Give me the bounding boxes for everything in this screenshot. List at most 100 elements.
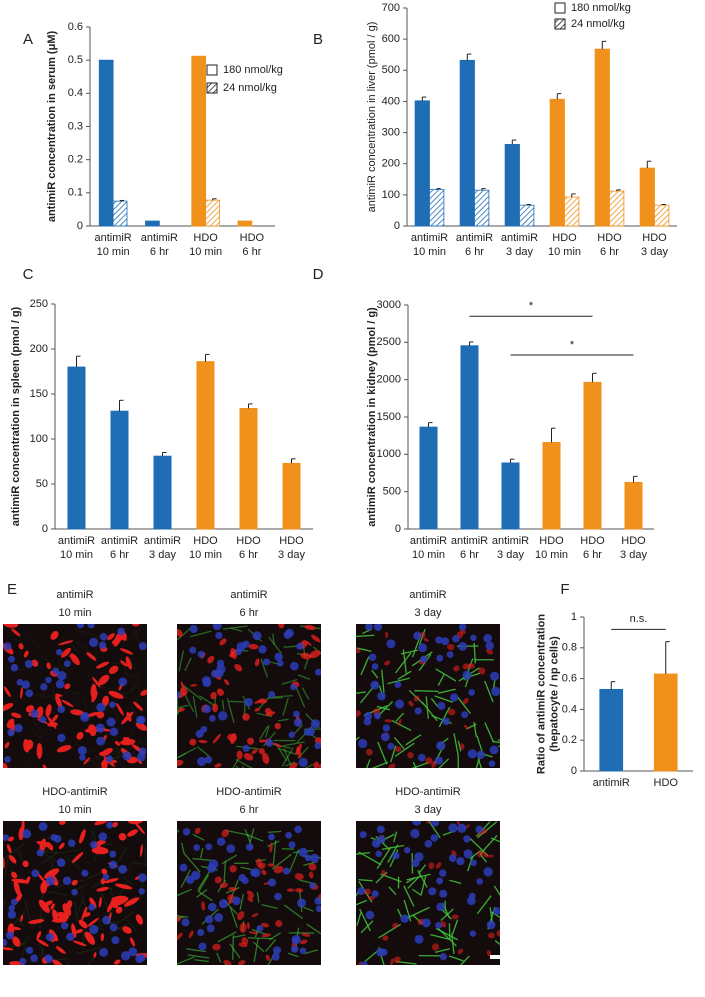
y-tick-label: 3000 (377, 299, 401, 311)
x-tick-label: 6 hr (465, 246, 484, 258)
panel-label: B (313, 31, 323, 48)
nucleus-stain (64, 660, 71, 667)
nucleus-stain (199, 942, 207, 950)
nucleus-stain (296, 643, 303, 650)
bar (240, 408, 257, 529)
nucleus-stain (61, 922, 68, 929)
nucleus-stain (469, 893, 476, 900)
nucleus-stain (357, 887, 365, 895)
y-tick-label: 600 (382, 33, 400, 45)
nucleus-stain (464, 849, 473, 858)
y-tick-label: 0 (571, 765, 577, 777)
nucleus-stain (431, 819, 439, 827)
y-axis-label: antimiR concentration in spleen (pmol / … (10, 306, 22, 526)
nucleus-stain (361, 961, 368, 968)
nucleus-stain (272, 953, 280, 961)
micrograph (346, 623, 518, 779)
membrane-stain (498, 740, 517, 747)
nucleus-stain (290, 662, 299, 671)
y-tick-label: 500 (382, 64, 400, 76)
nucleus-stain (4, 642, 12, 650)
nucleus-stain (208, 903, 217, 912)
nucleus-stain (297, 898, 306, 907)
x-tick-label: 10 min (97, 246, 130, 258)
legend-swatch (207, 65, 217, 75)
nucleus-stain (493, 907, 501, 915)
nucleus-stain (96, 737, 105, 746)
nucleus-stain (14, 724, 22, 732)
bar (595, 49, 609, 226)
y-tick-label: 0 (394, 220, 400, 232)
nucleus-stain (461, 711, 468, 718)
image-time: 6 hr (240, 804, 259, 816)
image-title: HDO-antimiR (216, 786, 281, 798)
y-tick-label: 2000 (377, 374, 401, 386)
nucleus-stain (436, 903, 445, 912)
nucleus-stain (309, 882, 315, 888)
x-tick-label: 10 min (189, 549, 222, 561)
nucleus-stain (122, 751, 131, 760)
nucleus-stain (197, 757, 206, 766)
nucleus-stain (215, 632, 222, 639)
membrane-stain (46, 964, 61, 976)
x-tick-label: 3 day (278, 549, 305, 561)
nucleus-stain (475, 826, 483, 834)
x-tick-label: HDO (193, 535, 218, 547)
x-tick-label: HDO (240, 232, 265, 244)
nucleus-stain (291, 945, 299, 953)
image-title: antimiR (409, 589, 446, 601)
bar (565, 197, 579, 226)
nucleus-stain (374, 623, 382, 631)
nucleus-stain (314, 742, 321, 749)
legend-label: 24 nmol/kg (571, 18, 625, 30)
nucleus-stain (289, 732, 296, 739)
y-axis-label: (hepatocyte / np cells) (548, 636, 560, 752)
antimir-stain (96, 711, 104, 718)
y-tick-label: 150 (30, 388, 48, 400)
nucleus-stain (293, 711, 300, 718)
nucleus-stain (205, 915, 213, 923)
x-tick-label: antimiR (501, 232, 538, 244)
nucleus-stain (205, 843, 212, 850)
bar (610, 191, 624, 226)
image-title: antimiR (230, 589, 267, 601)
membrane-stain (146, 836, 165, 845)
nucleus-stain (45, 677, 51, 683)
nucleus-stain (181, 918, 189, 926)
nucleus-stain (79, 754, 85, 760)
x-tick-label: 6 hr (150, 246, 169, 258)
membrane-stain (500, 920, 512, 941)
bar (654, 674, 677, 771)
nucleus-stain (251, 868, 260, 877)
nucleus-stain (277, 660, 284, 667)
nucleus-stain (436, 877, 443, 884)
nucleus-stain (77, 621, 84, 628)
nucleus-stain (253, 631, 262, 640)
nucleus-stain (78, 746, 87, 755)
nucleus-stain (300, 947, 307, 954)
bar (420, 427, 437, 529)
membrane-stain (237, 766, 243, 785)
nucleus-stain (190, 625, 198, 633)
nucleus-stain (435, 636, 442, 643)
nucleus-stain (46, 876, 55, 885)
nucleus-stain (71, 889, 77, 895)
y-tick-label: 0 (77, 220, 83, 232)
y-tick-label: 0.1 (68, 187, 83, 199)
y-tick-label: 2500 (377, 336, 401, 348)
nucleus-stain (244, 698, 253, 707)
nucleus-stain (6, 931, 14, 939)
bar (600, 689, 623, 771)
nucleus-stain (487, 921, 496, 930)
bar (584, 382, 601, 529)
nucleus-stain (256, 925, 263, 932)
nucleus-stain (173, 691, 180, 698)
nucleus-stain (395, 700, 404, 709)
nucleus-stain (263, 658, 270, 665)
nucleus-stain (138, 954, 145, 961)
image-time: 3 day (415, 804, 442, 816)
nucleus-stain (364, 718, 372, 726)
y-tick-label: 0 (395, 523, 401, 535)
nucleus-stain (219, 899, 228, 908)
image-time: 3 day (415, 607, 442, 619)
